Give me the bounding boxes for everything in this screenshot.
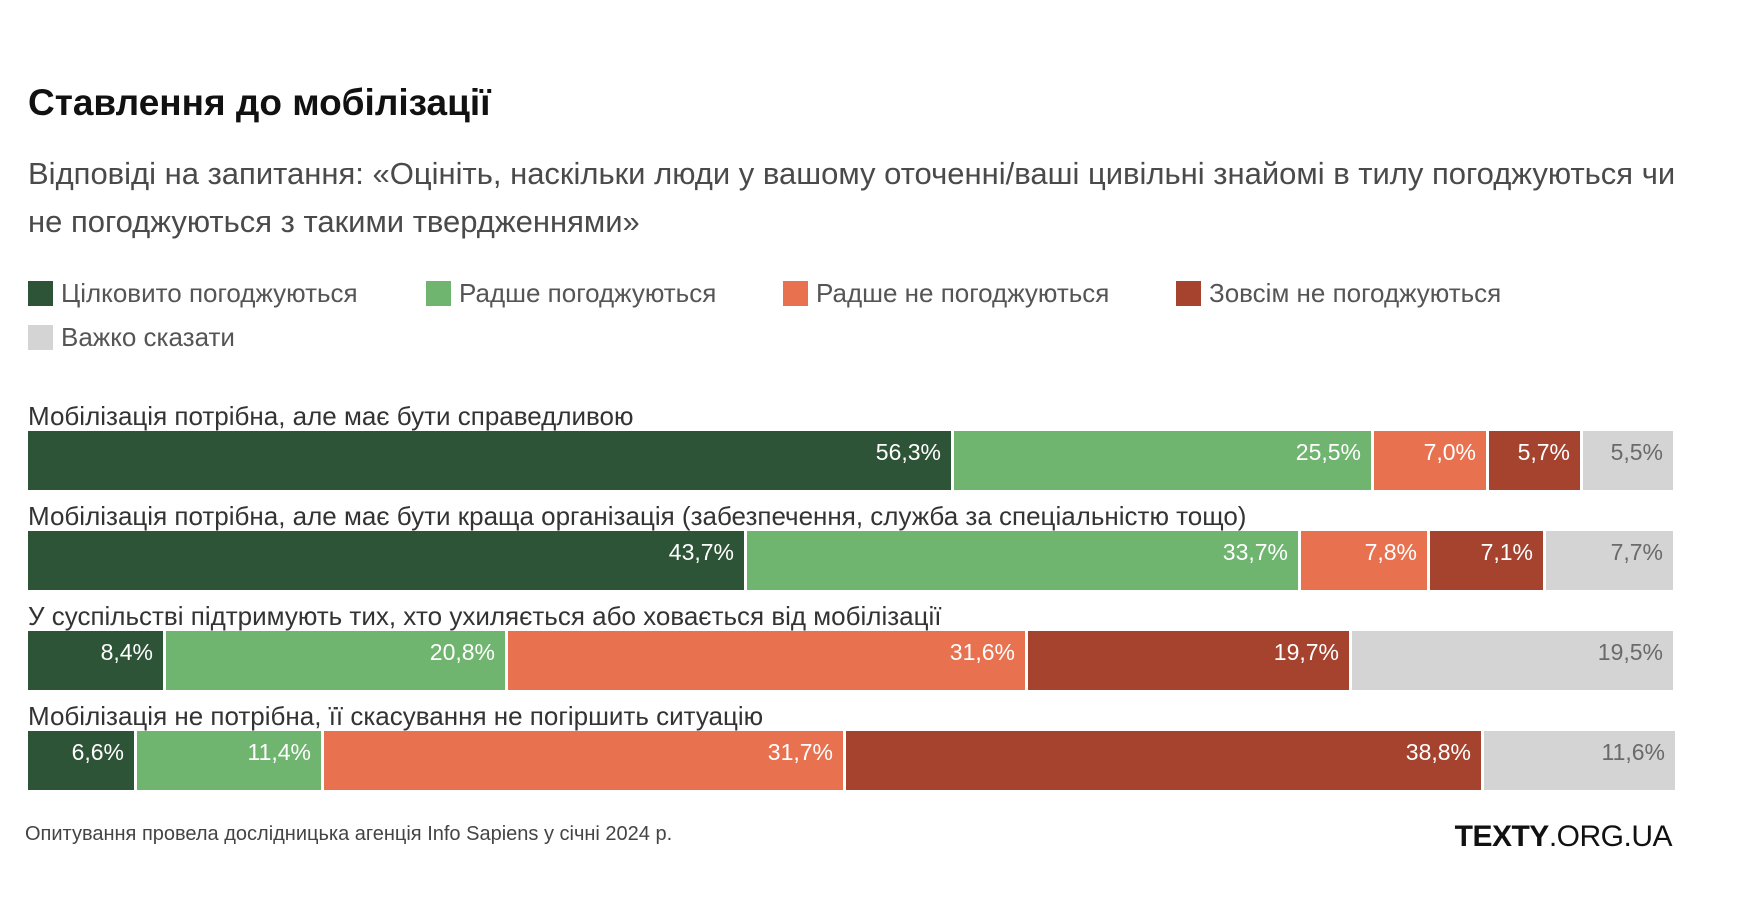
legend-item-rather-agree: Радше погоджуються <box>426 278 716 309</box>
source-note: Опитування провела дослідницька агенція … <box>25 823 673 845</box>
brand-logo-bold: TEXTY <box>1454 820 1550 853</box>
chart-row: Мобілізація потрібна, але має бути справ… <box>28 398 1673 498</box>
data-label: 19,7% <box>1273 639 1339 665</box>
bar-segment: 43,7% <box>28 531 744 590</box>
stacked-bar: 6,6% 11,4% 31,7% 38,8% 11,6% <box>28 731 1675 790</box>
stacked-bar: 56,3% 25,5% 7,0% 5,7% 5,5% <box>28 431 1673 490</box>
data-label: 43,7% <box>668 539 734 565</box>
bar-segment: 8,4% <box>28 631 163 690</box>
data-label: 38,8% <box>1405 739 1471 765</box>
data-label: 5,5% <box>1610 439 1663 465</box>
row-label: У суспільстві підтримують тих, хто ухиля… <box>28 601 942 631</box>
data-label: 6,6% <box>71 739 124 765</box>
row-label: Мобілізація не потрібна, її скасування н… <box>28 701 764 731</box>
brand-logo-rest: .ORG.UA <box>1548 820 1673 853</box>
legend-swatch <box>426 281 451 306</box>
bar-segment: 31,7% <box>324 731 843 790</box>
bar-segment: 7,8% <box>1301 531 1427 590</box>
data-label: 31,6% <box>949 639 1015 665</box>
legend-label: Зовсім не погоджуються <box>1209 278 1502 308</box>
legend-swatch <box>1176 281 1201 306</box>
stacked-bar-chart: Мобілізація потрібна, але має бути справ… <box>28 398 1675 798</box>
row-label: Мобілізація потрібна, але має бути краща… <box>28 501 1247 531</box>
chart-row: Мобілізація потрібна, але має бути краща… <box>28 498 1673 598</box>
bar-segment: 11,6% <box>1484 731 1675 790</box>
bar-segment: 7,0% <box>1374 431 1486 490</box>
data-label: 7,1% <box>1480 539 1533 565</box>
chart-row: У суспільстві підтримують тих, хто ухиля… <box>28 598 1673 698</box>
data-label: 7,0% <box>1423 439 1476 465</box>
legend-item-rather-disagree: Радше не погоджуються <box>783 278 1109 309</box>
bar-segment: 7,1% <box>1430 531 1543 590</box>
bar-segment: 31,6% <box>508 631 1025 690</box>
legend-swatch <box>783 281 808 306</box>
data-label: 31,7% <box>767 739 833 765</box>
bar-segment: 5,5% <box>1583 431 1673 490</box>
stacked-bar: 43,7% 33,7% 7,8% 7,1% 7,7% <box>28 531 1673 590</box>
row-label: Мобілізація потрібна, але має бути справ… <box>28 401 634 431</box>
bar-segment: 20,8% <box>166 631 505 690</box>
bar-segment: 19,5% <box>1352 631 1673 690</box>
data-label: 56,3% <box>875 439 941 465</box>
data-label: 11,4% <box>247 739 311 765</box>
data-label: 7,8% <box>1364 539 1417 565</box>
bar-segment: 56,3% <box>28 431 951 490</box>
bar-segment: 6,6% <box>28 731 134 790</box>
legend-swatch <box>28 325 53 350</box>
data-label: 20,8% <box>429 639 495 665</box>
legend-label: Радше не погоджуються <box>816 278 1110 308</box>
bar-segment: 11,4% <box>137 731 321 790</box>
data-label: 8,4% <box>100 639 153 665</box>
brand-logo[interactable]: TEXTY.ORG.UA <box>1454 820 1673 854</box>
stacked-bar: 8,4% 20,8% 31,6% 19,7% 19,5% <box>28 631 1673 690</box>
data-label: 33,7% <box>1222 539 1288 565</box>
data-label: 5,7% <box>1517 439 1570 465</box>
bar-segment: 38,8% <box>846 731 1481 790</box>
legend-label: Цілковито погоджуються <box>61 278 358 308</box>
bar-segment: 5,7% <box>1489 431 1580 490</box>
chart-subtitle: Відповіді на запитання: «Оцініть, наскіл… <box>28 156 1676 239</box>
bar-segment: 33,7% <box>747 531 1298 590</box>
legend-item-fully-agree: Цілковито погоджуються <box>28 278 358 309</box>
legend-item-fully-disagree: Зовсім не погоджуються <box>1176 278 1501 309</box>
chart-legend: Цілковито погоджуються Радше погоджуютьс… <box>28 278 1708 368</box>
chart-title: Ставлення до мобілізації <box>28 82 491 123</box>
legend-swatch <box>28 281 53 306</box>
legend-label: Радше погоджуються <box>459 278 717 308</box>
legend-item-hard-to-say: Важко сказати <box>28 322 235 353</box>
data-label: 7,7% <box>1610 539 1663 565</box>
data-label: 19,5% <box>1597 639 1663 665</box>
legend-label: Важко сказати <box>61 322 235 352</box>
data-label: 25,5% <box>1295 439 1361 465</box>
chart-row: Мобілізація не потрібна, її скасування н… <box>28 698 1675 798</box>
bar-segment: 25,5% <box>954 431 1371 490</box>
bar-segment: 7,7% <box>1546 531 1673 590</box>
data-label: 11,6% <box>1601 739 1665 765</box>
bar-segment: 19,7% <box>1028 631 1349 690</box>
